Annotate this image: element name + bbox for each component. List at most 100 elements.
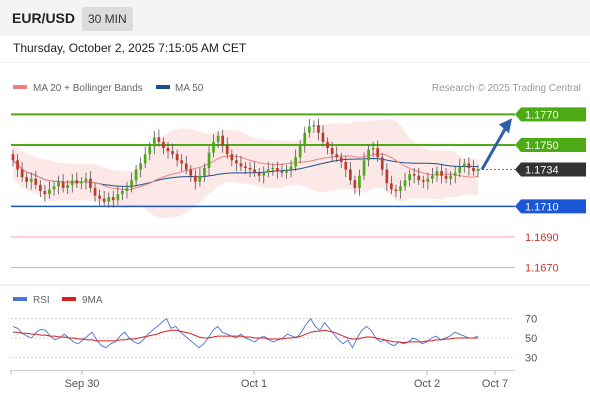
- x-tick-label: Oct 7: [482, 378, 508, 390]
- x-tick-label: Oct 2: [414, 378, 440, 390]
- rsi-line: [12, 317, 479, 349]
- candle: [166, 141, 170, 159]
- level-tag-current-2: 1.1734: [515, 162, 586, 177]
- candle: [376, 140, 379, 162]
- candle: [349, 161, 352, 185]
- candle: [80, 177, 83, 190]
- candle: [148, 141, 152, 161]
- candle: [130, 172, 133, 193]
- legend-label-9ma: 9MA: [82, 295, 103, 306]
- level-label-1: 1.1750: [525, 140, 559, 152]
- candle: [408, 169, 411, 187]
- candle: [444, 168, 448, 184]
- chart-datetime: Thursday, October 2, 2025 7:15:05 AM CET: [13, 41, 247, 55]
- candle: [458, 158, 462, 178]
- forecast-arrow-shaft: [480, 126, 508, 171]
- candle: [385, 163, 389, 191]
- rsi-9ma-line: [13, 329, 478, 344]
- candle: [239, 155, 243, 172]
- x-axis: [11, 370, 515, 371]
- level-label-5: 1.1670: [525, 263, 559, 275]
- candle: [412, 168, 416, 184]
- candle: [39, 180, 42, 198]
- level-tag-resistance-1: 1.1750: [515, 138, 586, 152]
- candle: [472, 160, 475, 176]
- price-area: 1.1770 1.1750 1.1734 1.1710 1.1690 1.1670: [11, 107, 586, 275]
- candle: [312, 120, 316, 133]
- rsi-tick-labels: 70 50 30: [525, 314, 537, 365]
- candle: [225, 137, 229, 159]
- candle: [116, 186, 120, 205]
- candle: [20, 161, 24, 182]
- candle: [198, 168, 202, 187]
- candle: [271, 163, 275, 176]
- candle: [308, 118, 311, 138]
- candle: [467, 157, 471, 176]
- candle: [107, 192, 111, 208]
- candle: [453, 166, 457, 184]
- candle: [321, 125, 325, 147]
- candle: [257, 168, 261, 182]
- candle: [70, 174, 74, 193]
- candle: [162, 137, 165, 155]
- candle: [358, 169, 361, 196]
- candle: [244, 161, 247, 175]
- candle: [421, 175, 425, 188]
- instrument-title: EUR/USD: [12, 10, 76, 26]
- candle: [111, 191, 115, 208]
- candle: [426, 172, 430, 190]
- candle: [403, 172, 407, 191]
- candle: [180, 154, 183, 172]
- candle: [52, 181, 56, 196]
- candle: [66, 180, 69, 195]
- price-chart: MA 20 + Bollinger Bands MA 50 Research ©…: [0, 83, 590, 390]
- chart-frame: MA 20 + Bollinger Bands MA 50 Research ©…: [0, 62, 590, 401]
- candle: [344, 155, 348, 178]
- candle: [476, 164, 480, 178]
- candle: [134, 164, 138, 187]
- candle: [29, 172, 33, 190]
- candle: [61, 174, 65, 193]
- legend-swatch-ma50: [156, 85, 170, 89]
- candle: [189, 164, 193, 182]
- candle: [303, 126, 307, 153]
- x-tick-label: Oct 1: [241, 378, 267, 390]
- candle: [139, 157, 142, 178]
- candle: [431, 168, 434, 184]
- candle: [435, 166, 439, 182]
- candle: [394, 184, 398, 198]
- candle: [57, 175, 60, 195]
- legend-label-ma50: MA 50: [175, 83, 204, 94]
- candle: [175, 149, 179, 167]
- research-credit: Research © 2025 Trading Central: [432, 83, 581, 94]
- candle: [102, 191, 106, 207]
- candle: [143, 146, 147, 168]
- candle: [326, 137, 329, 155]
- candle: [93, 183, 97, 202]
- level-tag-resistance-0: 1.1770: [515, 107, 586, 122]
- candle: [89, 171, 92, 193]
- legend-swatch-ma20: [13, 85, 27, 89]
- legend-swatch-rsi: [13, 297, 27, 301]
- level-labels: 1.1770 1.1750 1.1734 1.1710 1.1690 1.1670: [515, 107, 586, 275]
- candle: [248, 161, 252, 178]
- candle: [153, 131, 156, 155]
- level-label-0: 1.1770: [525, 109, 559, 121]
- legend-swatch-9ma: [62, 297, 76, 301]
- candle: [121, 186, 124, 201]
- legend-label-rsi: RSI: [33, 295, 50, 306]
- level-tag-support-3: 1.1710: [515, 199, 586, 214]
- candle: [75, 172, 79, 188]
- candle: [390, 175, 393, 195]
- candle: [280, 163, 284, 178]
- rsi-tick-30: 30: [525, 352, 537, 364]
- candle: [43, 184, 47, 202]
- candle: [317, 118, 320, 141]
- candle: [48, 181, 51, 199]
- timeframe-button[interactable]: 30 MIN: [82, 7, 133, 31]
- candle: [203, 163, 206, 182]
- candle: [367, 145, 370, 167]
- legend-label-ma20: MA 20 + Bollinger Bands: [33, 83, 143, 94]
- candle: [207, 146, 211, 176]
- candle: [399, 180, 402, 199]
